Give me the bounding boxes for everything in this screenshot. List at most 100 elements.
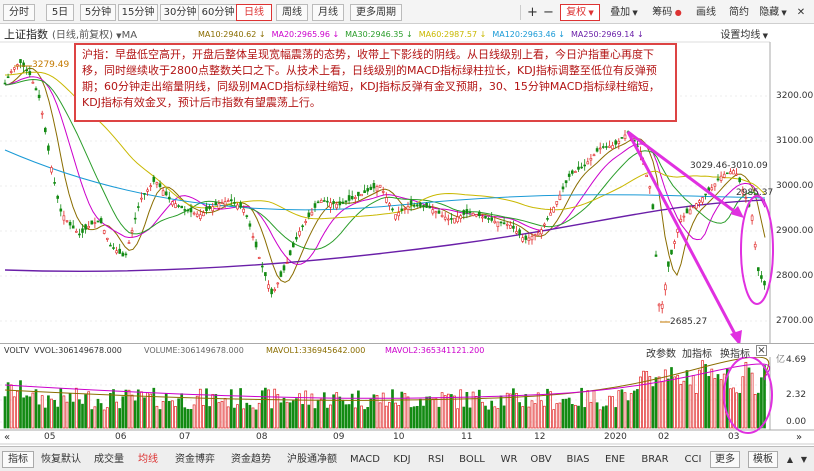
volume-bar [276,394,280,429]
close-icon[interactable]: ✕ [796,7,806,18]
tab-obv[interactable]: OBV [530,454,552,465]
volume-bar [570,404,574,429]
volume-bar [251,407,255,429]
volume-bar [536,392,540,429]
candle-body [694,203,698,209]
close-icon[interactable]: × [756,345,767,356]
scroll-right-icon[interactable]: » [796,432,803,443]
volume-bar [490,400,494,429]
price-highlight-ellipse [740,195,774,305]
volume-bar [453,395,456,429]
tab-ma[interactable]: 均线 [138,454,158,465]
tab-volume[interactable]: 成交量 [94,454,124,465]
tab-fund-trend[interactable]: 资金趋势 [231,454,271,465]
arrow-head-icon [730,206,744,218]
tab-kdj[interactable]: KDJ [393,454,411,465]
volume-bar [595,402,599,429]
volume-bar [143,397,146,429]
candle-body [87,226,90,229]
volume-bar [90,409,94,429]
tab-reset-default[interactable]: 恢复默认 [41,454,81,465]
chevron-up-icon[interactable]: ▲ [786,455,794,464]
settings-ma-dropdown[interactable]: 设置均线 ▼ [720,26,768,41]
candle-body [598,147,602,150]
volume-bar [626,400,630,429]
volume-bar [208,406,211,429]
period-tab-15min[interactable]: 15分钟 [118,4,158,21]
tab-rsi[interactable]: RSI [427,454,445,465]
candle-body [310,211,314,216]
volume-bar [40,395,44,429]
candle-body [264,272,267,277]
scroll-left-icon[interactable]: « [4,432,11,443]
candle-body [555,201,559,205]
overlay-dropdown[interactable]: 叠加 ▼ [604,4,644,21]
volume-header: VOLTV VVOL:306149678.000 VOLUME:30614967… [0,343,814,357]
candle-body [6,76,10,79]
ma20-line [4,76,766,266]
volume-bar [434,397,438,429]
candle-body [335,203,339,209]
candle-body [425,202,428,208]
volume-bar [53,399,56,429]
tab-fund-game[interactable]: 资金博弈 [175,454,215,465]
candle-body [109,244,112,247]
period-tab-5day[interactable]: 5日 [46,4,74,21]
volume-bar [6,382,10,429]
zoom-in-icon[interactable]: + [527,5,538,20]
candle-body [78,233,81,236]
volume-bar [648,376,652,429]
candle-body [195,213,199,217]
volume-bar [400,391,404,429]
candle-body [660,303,664,309]
tab-boll[interactable]: BOLL [459,454,485,465]
chips-button[interactable]: 筹码 ● [648,4,686,21]
period-tab-daily[interactable]: 日线 [236,4,272,21]
volume-bar [493,406,497,429]
hide-dropdown[interactable]: 隐藏 ▼ [756,4,790,21]
period-tab-weekly[interactable]: 周线 [276,4,308,21]
tab-indicator[interactable]: 指标 [2,451,34,468]
candle-body [549,212,552,216]
tab-macd[interactable]: MACD [350,454,380,465]
volume-bar [725,368,729,429]
subtitle-text: (日线,前复权) [52,30,113,41]
candle-body [459,215,463,219]
add-indicator-button[interactable]: 加指标 [682,349,712,360]
volume-bar [639,376,642,429]
tab-brar[interactable]: BRAR [641,454,669,465]
volume-bar [189,409,193,429]
candle-body [682,215,686,218]
tab-wr[interactable]: WR [500,454,518,465]
tab-more[interactable]: 更多 [710,451,740,468]
period-tab-monthly[interactable]: 月线 [312,4,344,21]
candle-body [679,218,683,222]
simple-button[interactable]: 简约 [729,7,749,18]
chevron-down-icon[interactable]: ▼ [800,455,808,464]
candle-body [177,205,180,207]
period-tab-60min[interactable]: 60分钟 [198,4,238,21]
tab-bias[interactable]: BIAS [566,454,590,465]
candle-body [713,183,717,187]
draw-button[interactable]: 画线 [696,7,716,18]
volume-bar [291,400,295,429]
period-tab-fenshi[interactable]: 分时 [3,4,35,21]
candle-body [322,200,326,202]
volume-bar [502,405,506,429]
price-tick: 2700.00 [776,316,814,326]
fq-dropdown[interactable]: 复权 ▼ [560,4,600,21]
volume-bar [428,396,432,429]
tab-ene[interactable]: ENE [604,454,626,465]
tab-template[interactable]: 模板 [748,451,778,468]
candle-body [564,180,568,184]
candle-body [251,236,255,238]
zoom-out-icon[interactable]: − [543,5,554,20]
tab-cci[interactable]: CCI [684,454,702,465]
tab-hsgt-net[interactable]: 沪股通净额 [287,454,337,465]
period-tab-more[interactable]: 更多周期 [350,4,402,21]
period-tab-5min[interactable]: 5分钟 [80,4,116,21]
switch-indicator-button[interactable]: 换指标 [720,349,750,360]
candle-body [115,250,118,254]
change-params-button[interactable]: 改参数 [646,349,676,360]
